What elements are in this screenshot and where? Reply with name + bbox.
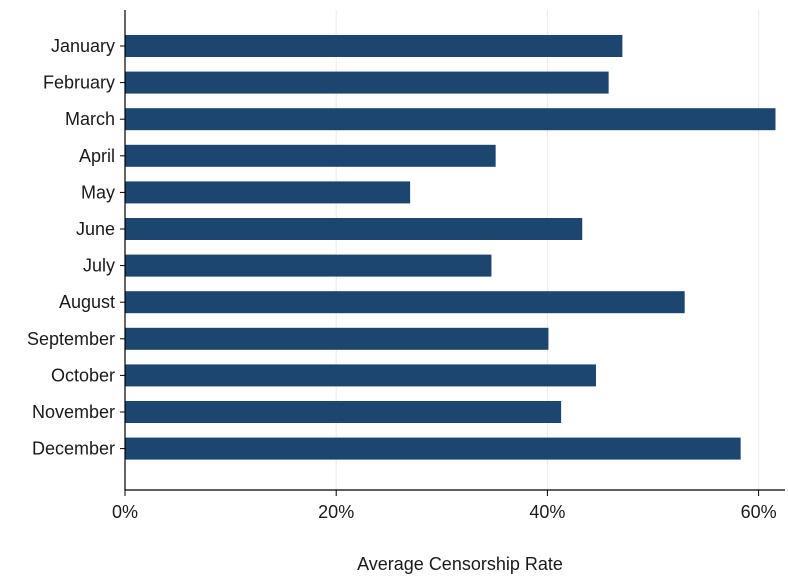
bar-august <box>125 291 685 314</box>
bar-march <box>125 108 776 131</box>
axes <box>120 10 785 496</box>
category-label-november: November <box>32 402 115 422</box>
bar-july <box>125 254 492 277</box>
bar-november <box>125 401 562 423</box>
category-labels: January February March April May June July Augu… <box>27 36 115 459</box>
category-label-september: September <box>27 329 115 349</box>
x-tick-label-40pct: 40% <box>529 502 565 522</box>
category-label-june: June <box>76 219 115 239</box>
category-label-august: August <box>59 292 115 312</box>
x-tick-label-60pct: 60% <box>741 502 777 522</box>
category-label-april: April <box>79 146 115 166</box>
x-tick-labels: 0% 20% 40% 60% <box>112 502 777 522</box>
bar-december <box>125 437 741 460</box>
bar-april <box>125 144 496 167</box>
category-label-february: February <box>43 73 115 93</box>
category-label-december: December <box>32 439 115 459</box>
bar-october <box>125 364 596 387</box>
bar-february <box>125 71 609 94</box>
category-label-january: January <box>51 36 115 56</box>
category-label-october: October <box>51 365 115 385</box>
bar-january <box>125 35 623 57</box>
bar-may <box>125 181 411 204</box>
bar-september <box>125 327 549 350</box>
bars <box>125 35 776 460</box>
x-tick-label-0pct: 0% <box>112 502 138 522</box>
category-label-march: March <box>65 109 115 129</box>
x-tick-label-20pct: 20% <box>318 502 354 522</box>
bar-june <box>125 218 583 240</box>
category-label-may: May <box>81 182 115 202</box>
x-axis-title: Average Censorship Rate <box>357 554 563 574</box>
category-label-july: July <box>83 256 115 276</box>
